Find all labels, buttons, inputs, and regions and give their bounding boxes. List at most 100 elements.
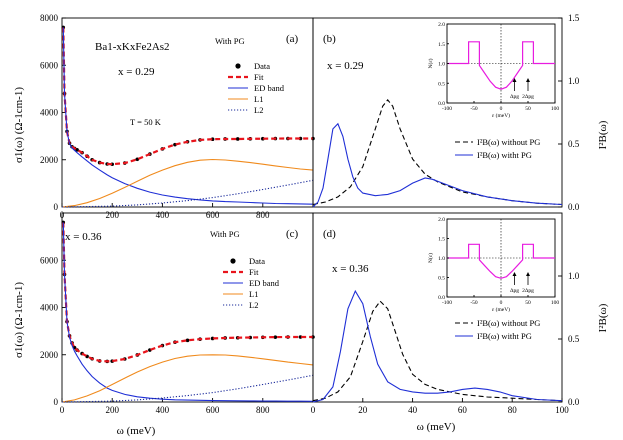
inset-b-ytick-label: 1.5	[438, 42, 445, 48]
panel-b-ytick-label: 0.5	[568, 139, 580, 149]
panel-d-ytick-label: 0.0	[568, 397, 580, 407]
panel-d-x-annotation: x = 0.36	[332, 263, 369, 275]
inset-d-ytick-label: 0.0	[438, 295, 445, 301]
panel-d-ytick-label: 0.5	[568, 334, 580, 344]
panel-d-xtick-label: 80	[508, 405, 518, 415]
panel-a-x-annotation: x = 0.29	[118, 66, 155, 78]
panel-c-xtick-label: 0	[60, 405, 65, 415]
inset-b-arrowhead	[526, 78, 530, 82]
inset-b-marker-label: 2Δpg	[522, 94, 534, 100]
inset-d-marker-label: Δpg	[510, 288, 519, 294]
panel-a-ytick-label: 8000	[40, 13, 59, 23]
panel-a-series-line	[61, 158, 314, 208]
inset-b-arrowhead	[512, 78, 517, 82]
panel-d: 0.0 0.5 1.0 0 20 40 60 80 100 I²B(ω) without PG I²…	[311, 212, 580, 415]
panel-c-data-point	[273, 335, 278, 339]
panel-d-frame	[312, 212, 563, 403]
legend-b-label: I²B(ω) witht PG	[477, 150, 532, 160]
inset-b-xtick-label: -100	[442, 106, 452, 112]
legend-c-label: ED band	[249, 278, 280, 288]
panel-d-label: (d)	[323, 228, 336, 240]
legend-a-label: Data	[254, 61, 270, 71]
inset-b-ytick-label: 0.5	[438, 81, 445, 87]
legend-a-label: L2	[254, 105, 263, 115]
panel-d-series-line	[312, 300, 563, 402]
inset-d-xtick-label: 50	[525, 300, 531, 306]
inset-d-ytick-label: 1.0	[438, 256, 445, 262]
legend-c-marker	[230, 258, 236, 264]
panel-d-ytick-label: 1.0	[568, 271, 580, 281]
panel-c-ytick-label: 0	[54, 397, 59, 407]
inset-d-dos-curve	[447, 243, 555, 279]
panel-b-ytick-label: 0.0	[568, 202, 580, 212]
panel-a-ytick-label: 6000	[40, 60, 59, 70]
panel-c-series-line	[62, 222, 313, 363]
legend-a-marker	[235, 63, 241, 69]
panel-c-xtick-label: 200	[105, 405, 119, 415]
legend-a-label: L1	[254, 94, 263, 104]
inset-d-ytick-label: 2.0	[438, 217, 445, 223]
panel-c-x-annotation: x = 0.36	[65, 231, 102, 243]
left-y-axis-label: σ1(ω) (Ω-1cm-1)	[13, 87, 25, 163]
legend-b-label: I²B(ω) without PG	[477, 137, 540, 147]
inset-d-xtick-label: -50	[470, 300, 478, 306]
panel-b: 0.0 0.5 1.0 1.5 I²B(ω) without PG I²B(ω) with…	[312, 13, 580, 212]
inset-b-marker-label: Δpg	[510, 94, 519, 100]
panel-c-label: (c)	[286, 228, 299, 240]
panel-a-xtick-label: 800	[256, 210, 270, 220]
inset-d-xlabel: ε (meV)	[492, 306, 510, 313]
panel-a-series-line	[62, 27, 314, 205]
inset-b-dos-curve	[447, 41, 555, 90]
inset-d-ytick-label: 0.5	[438, 276, 445, 282]
x-axis-label-left: ω (meV)	[117, 425, 156, 437]
legend-c-label: Data	[249, 256, 265, 266]
panel-a-ytick-label: 4000	[40, 108, 59, 118]
right-y-axis-label-lower: I²B(ω)	[597, 303, 609, 332]
panel-a-xtick-label: 400	[156, 210, 170, 220]
panel-a-pg-annotation: With PG	[215, 36, 245, 46]
panel-a-series-line	[61, 179, 314, 208]
panel-c-xtick-label: 400	[156, 405, 170, 415]
panel-c-xtick-label: 600	[206, 405, 220, 415]
panel-a-series-line	[62, 27, 313, 166]
legend-a-label: ED band	[254, 83, 285, 93]
panel-d-xtick-label: 20	[358, 405, 368, 415]
panel-c-data-point	[185, 338, 190, 343]
legend-d-label: I²B(ω) witht PG	[477, 331, 532, 341]
inset-b-xtick-label: 0	[500, 106, 503, 112]
inset-b-ylabel: N(ε)	[427, 58, 434, 68]
inset-b-xtick-label: 100	[551, 106, 560, 112]
panel-a-data-point	[235, 137, 240, 141]
panel-a-xtick-label: 600	[206, 210, 220, 220]
panel-c-series-line	[61, 374, 314, 403]
panel-d-xtick-label: 40	[408, 405, 418, 415]
panel-c-series-line	[62, 222, 314, 402]
panel-b-frame	[312, 17, 563, 208]
legend-a-label: Fit	[254, 72, 264, 82]
panel-b-series-line	[312, 122, 563, 208]
panel-a-xtick-label: 200	[105, 210, 119, 220]
panel-a-title: Ba1-xKxFe2As2	[95, 41, 170, 53]
inset-b-xtick-label: 50	[525, 106, 531, 112]
legend-d-label: I²B(ω) without PG	[477, 318, 540, 328]
left-y-axis-label-lower: σ1(ω) (Ω-1cm-1)	[13, 282, 25, 358]
panel-c-xtick-label: 800	[256, 405, 270, 415]
panel-c-ytick-label: 6000	[40, 255, 59, 265]
panel-b-ytick-label: 1.0	[568, 76, 580, 86]
panel-b-label: (b)	[323, 33, 336, 45]
panel-d-xtick-label: 0	[311, 405, 316, 415]
inset-d-arrowhead	[526, 272, 530, 276]
panel-a-ytick-label: 2000	[40, 155, 59, 165]
right-y-axis-label: I²B(ω)	[597, 120, 609, 149]
inset-d-arrowhead	[512, 272, 517, 276]
panel-d-xtick-label: 100	[555, 405, 569, 415]
legend-c-label: L2	[249, 300, 258, 310]
inset-b-ytick-label: 2.0	[438, 22, 445, 28]
inset-d-ytick-label: 1.5	[438, 237, 445, 243]
panel-c-series-line	[61, 354, 314, 403]
panel-d-series-line	[312, 289, 563, 403]
legend-c-label: L1	[249, 289, 258, 299]
inset-b-ytick-label: 0.0	[438, 101, 445, 107]
